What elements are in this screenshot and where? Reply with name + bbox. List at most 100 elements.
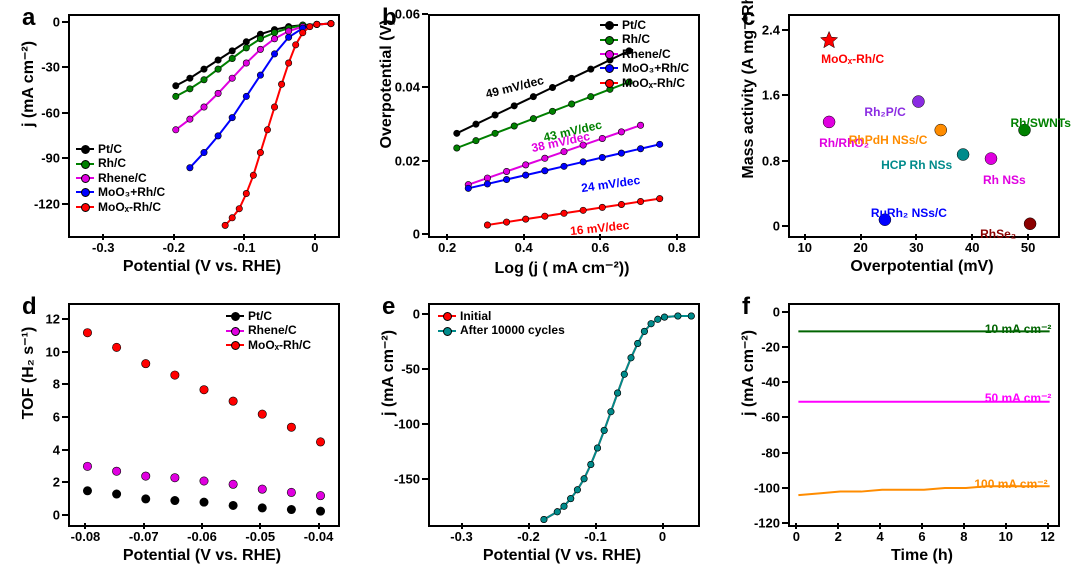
legend-item: Rhene/C [226,323,311,337]
legend-swatch [226,327,244,335]
ytick-mark [422,368,428,370]
xtick-label: -0.05 [245,529,275,544]
legend-label: MoOₓ-Rh/C [248,338,311,352]
legend-swatch [600,79,618,87]
ytick-mark [62,318,68,320]
ytick-label: -120 [754,516,780,531]
xtick-label: 0.6 [591,240,609,255]
legend-swatch [600,50,618,58]
ytick-mark [62,514,68,516]
x-axis-label: Potential (V vs. RHE) [68,547,336,565]
xtick-label: 10 [999,529,1013,544]
legend-item: Pt/C [226,309,311,323]
scatter-point-label: MoOₓ-Rh/C [821,52,884,66]
xtick-label: -0.04 [304,529,334,544]
panel-f: f0246810120-20-40-60-80-100-120Time (h)j… [720,289,1080,578]
ytick-mark [782,487,788,489]
xtick-label: 10 [798,240,812,255]
ytick-label: 0 [53,507,60,522]
legend-item: After 10000 cycles [438,323,565,337]
legend-swatch [76,145,94,153]
xtick-label: 20 [853,240,867,255]
xtick-label: 50 [1021,240,1035,255]
xtick-label: 6 [918,529,925,544]
scatter-point-label: HCP Rh NSs [881,158,952,172]
ytick-label: 0.04 [395,80,420,95]
scatter-point-label: Rh NSs [983,173,1026,187]
ytick-label: 0 [413,307,420,322]
ytick-label: 0.8 [762,153,780,168]
x-axis-label: Potential (V vs. RHE) [68,258,336,276]
xtick-label: -0.3 [92,240,114,255]
xtick-label: -0.1 [233,240,255,255]
panel-d: d-0.08-0.07-0.06-0.05-0.04024681012Poten… [0,289,360,578]
chart-svg [430,305,698,525]
chart-annotation: 50 mA cm⁻² [985,391,1052,405]
legend-item: Rhene/C [600,47,689,61]
ytick-label: 0 [413,227,420,242]
legend-swatch [76,174,94,182]
legend-label: Rhene/C [248,323,297,337]
panel-a: a-0.3-0.2-0.100-30-60-90-120Potential (V… [0,0,360,289]
legend-item: MoO₃+Rh/C [600,61,689,75]
ytick-label: -50 [401,362,420,377]
ytick-label: 1.6 [762,88,780,103]
ytick-mark [782,346,788,348]
ytick-mark [782,311,788,313]
xtick-label: 0.8 [668,240,686,255]
ytick-label: 2.4 [762,23,780,38]
scatter-point-label: RhPdH NSs/C [849,133,928,147]
ytick-mark [62,383,68,385]
ytick-mark [62,351,68,353]
y-axis-label: j (mA cm⁻²) [18,0,38,194]
chart-legend: Pt/CRh/CRhene/CMoO₃+Rh/CMoOₓ-Rh/C [76,142,165,214]
ytick-mark [782,522,788,524]
ytick-label: -120 [34,196,60,211]
panel-c: c102030405000.81.62.4Overpotential (mV)M… [720,0,1080,289]
ytick-mark [62,21,68,23]
ytick-mark [62,66,68,68]
ytick-mark [422,233,428,235]
legend-item: Rh/C [76,156,165,170]
chart-annotation: 100 mA cm⁻² [974,477,1047,491]
ytick-mark [422,13,428,15]
ytick-mark [782,29,788,31]
chart-legend: Pt/CRh/CRhene/CMoO₃+Rh/CMoOₓ-Rh/C [600,18,689,90]
chart-annotation: 10 mA cm⁻² [985,322,1052,336]
ytick-mark [422,160,428,162]
y-axis-label: Overpotential (V) [378,0,396,194]
legend-label: Rhene/C [622,47,671,61]
ytick-mark [422,86,428,88]
xtick-label: 30 [909,240,923,255]
ytick-label: 2 [53,475,60,490]
ytick-mark [62,416,68,418]
chart-svg [790,305,1058,525]
ytick-label: 10 [46,344,60,359]
panel-e: e-0.3-0.2-0.100-50-100-150Potential (V v… [360,289,720,578]
y-axis-label: TOF (H₂ s⁻¹) [18,263,38,483]
ytick-label: 0 [773,218,780,233]
ytick-label: 8 [53,377,60,392]
legend-swatch [76,160,94,168]
ytick-label: 4 [53,442,60,457]
legend-swatch [226,312,244,320]
legend-swatch [438,327,456,335]
chart-legend: InitialAfter 10000 cycles [438,309,565,338]
y-axis-label: j (mA cm⁻²) [738,263,758,483]
legend-swatch [600,21,618,29]
xtick-label: -0.2 [163,240,185,255]
scatter-point-label: RuRh₂ NSs/C [871,206,947,220]
xtick-label: 12 [1040,529,1054,544]
ytick-label: -40 [761,375,780,390]
legend-swatch [226,341,244,349]
legend-swatch [600,64,618,72]
xtick-label: 0 [793,529,800,544]
xtick-label: 0.2 [438,240,456,255]
xtick-label: 4 [877,529,884,544]
xtick-label: 0.4 [515,240,533,255]
legend-swatch [76,188,94,196]
x-axis-label: Potential (V vs. RHE) [428,547,696,565]
ytick-mark [62,112,68,114]
xtick-label: -0.06 [187,529,217,544]
legend-label: Pt/C [622,18,646,32]
